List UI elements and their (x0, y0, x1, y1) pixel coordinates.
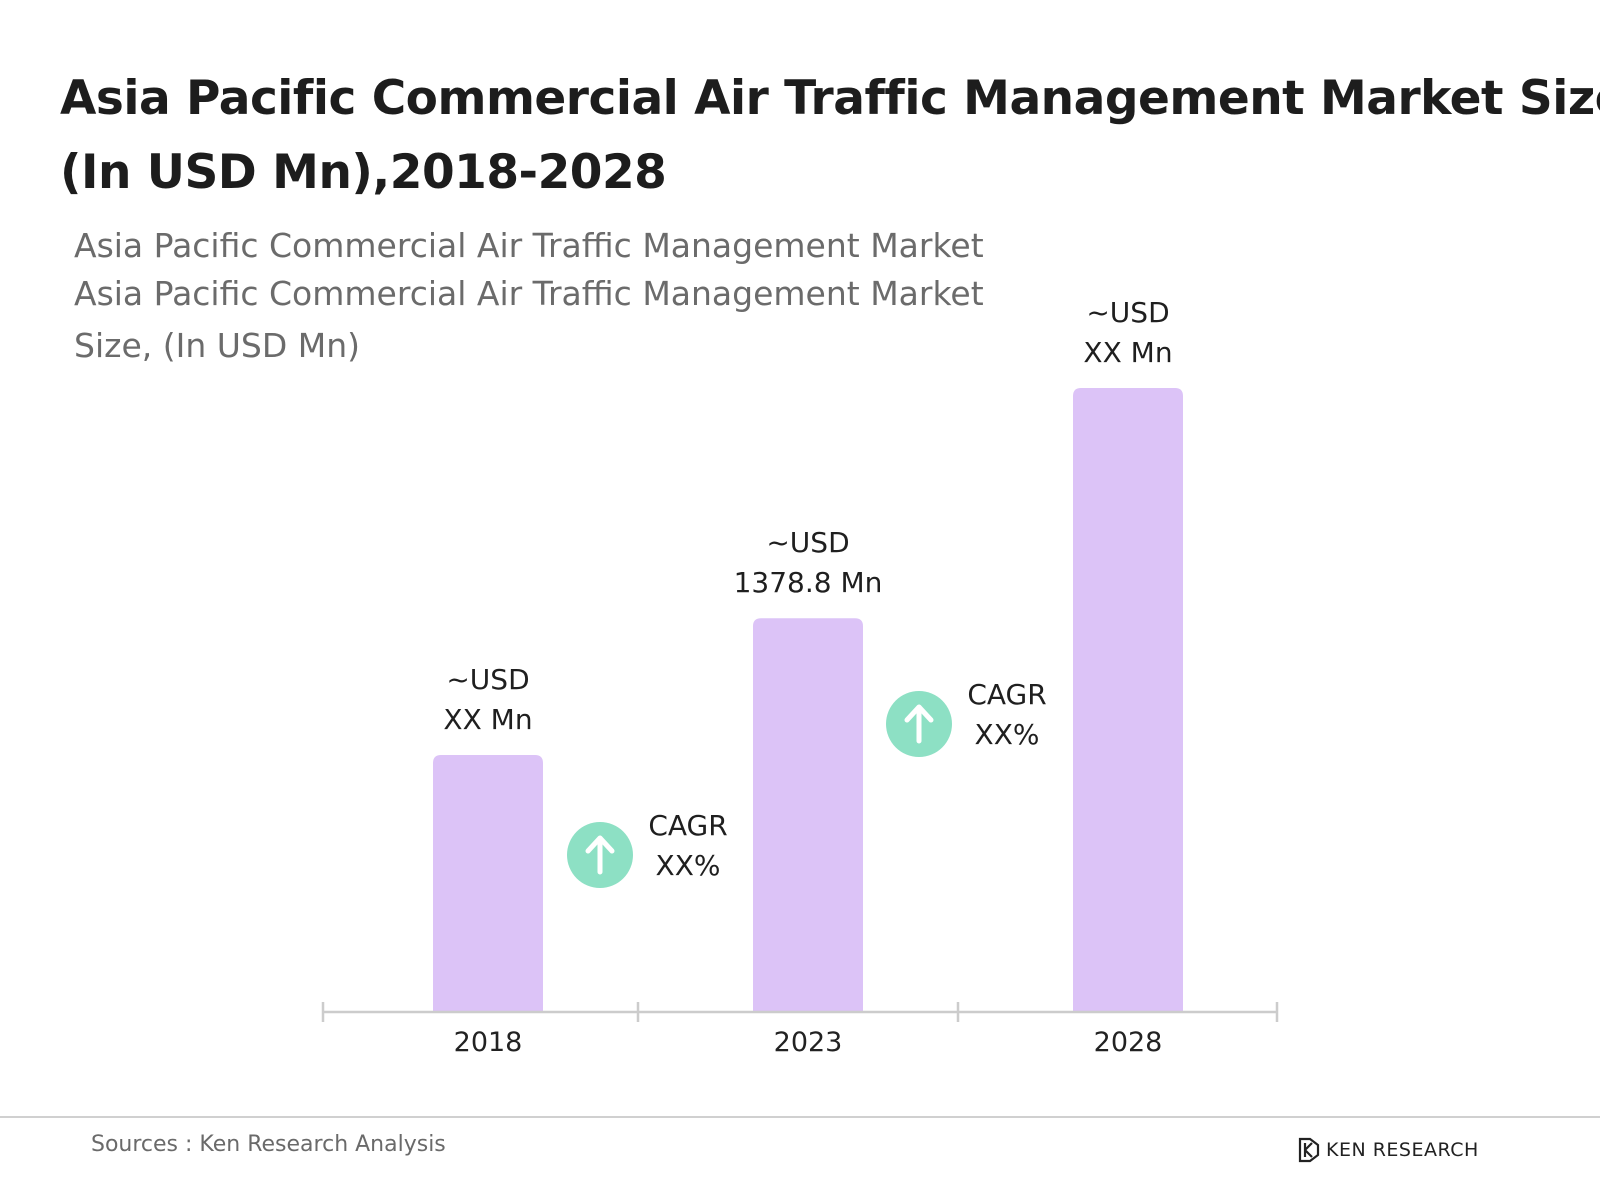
chart-subtitle: Asia Pacific Commercial Air Traffic Mana… (74, 222, 1074, 370)
brand-logo: KEN RESEARCH (1298, 1136, 1479, 1164)
chart-title-line-2: (In USD Mn),2018-2028 (60, 145, 667, 200)
cagr-label-1-line-2: XX% (656, 849, 721, 882)
bar-2023 (753, 618, 863, 1012)
chart-subtitle-line-1: Asia Pacific Commercial Air Traffic Mana… (74, 226, 984, 265)
data-label-2028-line-2: XX Mn (1083, 336, 1172, 369)
chart-subtitle-line-3: Size, (In USD Mn) (74, 326, 360, 365)
chart-title: Asia Pacific Commercial Air Traffic Mana… (60, 62, 1600, 210)
cagr-label-2-line-2: XX% (975, 718, 1040, 751)
chart-subtitle-line-2: Asia Pacific Commercial Air Traffic Mana… (74, 274, 984, 313)
data-label-2018-line-2: XX Mn (443, 703, 532, 736)
bar-2018 (433, 754, 543, 1012)
bar-chart: ~USD XX Mn ~USD 1378.8 Mn ~USD XX Mn 2018 2023 2… (321, 296, 1279, 1058)
footer-divider (0, 1116, 1600, 1118)
cagr-label-1-line-1: CAGR (648, 809, 727, 842)
cagr-label-2-line-1: CAGR (967, 678, 1046, 711)
chart-title-line-1: Asia Pacific Commercial Air Traffic Mana… (60, 71, 1600, 126)
x-tick-label-2028: 2028 (1094, 1027, 1163, 1058)
cagr-arrow-glyph-2 (904, 704, 934, 744)
source-note: Sources : Ken Research Analysis (91, 1132, 446, 1157)
data-label-2028-line-1: ~USD (1086, 296, 1169, 329)
data-label-2023-line-2: 1378.8 Mn (734, 566, 883, 599)
cagr-arrow-glyph-1 (585, 835, 615, 875)
data-label-2018-line-1: ~USD (446, 663, 529, 696)
x-tick-label-2023: 2023 (774, 1027, 843, 1058)
brand-name: KEN RESEARCH (1326, 1139, 1479, 1161)
x-tick-label-2018: 2018 (454, 1027, 523, 1058)
data-label-2023-line-1: ~USD (766, 526, 849, 559)
bar-2028 (1073, 388, 1183, 1012)
ken-research-logo-icon (1298, 1137, 1320, 1163)
